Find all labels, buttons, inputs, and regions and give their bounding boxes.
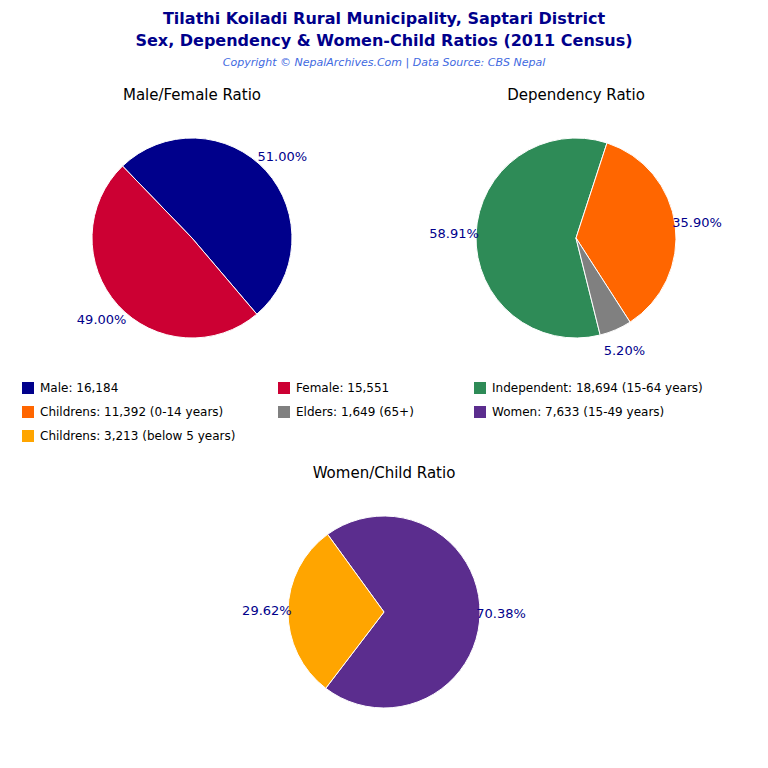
legend-item: Female: 15,551 <box>278 381 389 395</box>
legend-item: Male: 16,184 <box>22 381 118 395</box>
slices <box>476 138 676 338</box>
chart-title: Women/Child Ratio <box>313 464 456 482</box>
legend-label: Independent: 18,694 (15-64 years) <box>492 381 703 395</box>
legend-swatch <box>474 406 486 418</box>
data-labels: 58.91% 35.90% 5.20% <box>429 215 722 358</box>
slices <box>288 516 480 708</box>
chart-title: Male/Female Ratio <box>123 86 261 104</box>
data-label: 5.20% <box>604 343 645 358</box>
pie-chart: 51.00% 49.00% <box>77 138 307 338</box>
legend-swatch <box>474 382 486 394</box>
title: Tilathi Koiladi Rural Municipality, Sapt… <box>163 9 605 28</box>
legend-swatch <box>278 406 290 418</box>
data-labels: 70.38% 29.62% <box>242 603 526 621</box>
legend-swatch <box>22 406 34 418</box>
legend-label: Childrens: 3,213 (below 5 years) <box>40 429 235 443</box>
legend-swatch <box>22 430 34 442</box>
pie-slice <box>288 534 384 688</box>
legend-swatch <box>22 382 34 394</box>
chart-title: Dependency Ratio <box>507 86 645 104</box>
data-label: 51.00% <box>258 149 308 164</box>
legend-item: Childrens: 3,213 (below 5 years) <box>22 429 235 443</box>
data-label: 70.38% <box>476 606 526 621</box>
data-labels: 51.00% 49.00% <box>77 149 307 328</box>
data-label: 35.90% <box>672 215 722 230</box>
legend-item: Independent: 18,694 (15-64 years) <box>474 381 703 395</box>
pie-slice <box>576 238 630 335</box>
data-label: 58.91% <box>429 226 479 241</box>
chart-root: Tilathi Koiladi Rural Municipality, Sapt… <box>0 0 768 768</box>
legend-label: Elders: 1,649 (65+) <box>296 405 414 419</box>
legend-swatch <box>278 382 290 394</box>
pie-chart: 70.38% 29.62% <box>242 516 526 708</box>
pie-chart: 58.91% 35.90% 5.20% <box>429 138 722 358</box>
data-label: 49.00% <box>77 312 127 327</box>
legend-item: Elders: 1,649 (65+) <box>278 405 414 419</box>
legend-label: Women: 7,633 (15-49 years) <box>492 405 664 419</box>
legend: Male: 16,184 Female: 15,551 Independent: 1… <box>22 381 703 443</box>
data-label: 29.62% <box>242 603 292 618</box>
legend-label: Childrens: 11,392 (0-14 years) <box>40 405 223 419</box>
annotation: Copyright © NepalArchives.Com | Data Sou… <box>223 56 545 69</box>
legend-item: Women: 7,633 (15-49 years) <box>474 405 664 419</box>
subtitle: Sex, Dependency & Women-Child Ratios (20… <box>135 31 632 50</box>
legend-item: Childrens: 11,392 (0-14 years) <box>22 405 223 419</box>
legend-label: Female: 15,551 <box>296 381 389 395</box>
legend-label: Male: 16,184 <box>40 381 118 395</box>
slices <box>92 138 292 338</box>
